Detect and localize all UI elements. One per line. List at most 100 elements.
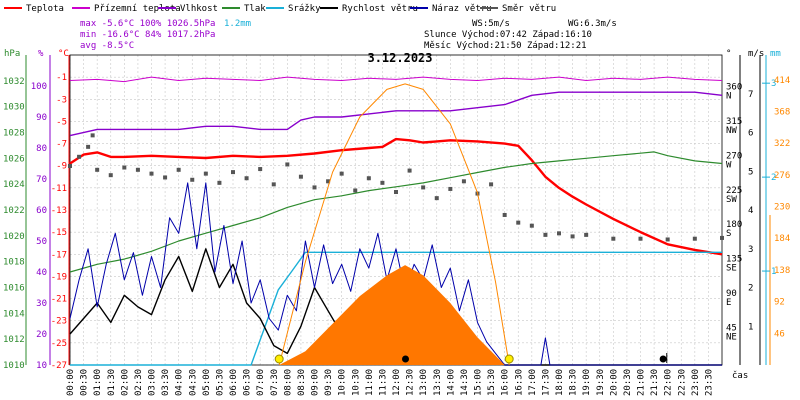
series-n-raz-v-tru — [69, 182, 722, 366]
stats-min: min -16.6°C 84% 1017.2hPa — [80, 30, 215, 40]
series-solar-theoretical — [278, 83, 510, 366]
unit-temp: °C — [58, 49, 69, 59]
wind-dir-tick: 360 — [726, 82, 742, 92]
stats-max: max -5.6°C 100% 1026.5hPa — [80, 19, 215, 29]
legend-label: Směr větru — [502, 4, 556, 14]
x-tick-label: 06:00 — [229, 369, 239, 396]
x-tick-label: 22:00 — [664, 369, 674, 396]
x-tick-label: 14:30 — [460, 369, 470, 396]
wind-direction-point — [258, 167, 263, 172]
wind-speed-tick: 2 — [748, 284, 753, 294]
temp-tick: -1 — [56, 73, 67, 83]
pressure-tick: 1010 — [3, 361, 25, 371]
wind-direction-point — [543, 232, 548, 237]
wind-dir-tick: 135 — [726, 255, 742, 265]
series-tlak — [69, 151, 723, 273]
x-tick-label: 15:00 — [474, 369, 484, 396]
wind-direction-point — [489, 182, 494, 187]
wind-direction-point — [584, 232, 589, 237]
stats-block: max -5.6°C 100% 1026.5hPa 1.2mm min -16.… — [80, 19, 251, 51]
rain-tick: 3 — [771, 79, 776, 89]
x-tick-label: 10:30 — [351, 369, 361, 396]
solar-tick: 368 — [774, 107, 790, 117]
humidity-tick: 40 — [36, 268, 47, 278]
wind-speed-tick: 1 — [748, 322, 753, 332]
unit-ms: m/s — [748, 49, 764, 59]
solar-tick: 138 — [774, 266, 790, 276]
solar-tick: 322 — [774, 139, 790, 149]
wind-dir-tick: 90 — [726, 289, 737, 299]
ws-value: WS:5m/s — [472, 19, 510, 29]
wind-speed-tick: 4 — [748, 206, 753, 216]
x-tick-label: 23:00 — [691, 369, 701, 396]
wind-direction-point — [720, 235, 724, 240]
temp-tick: -23 — [51, 317, 67, 327]
temp-tick: -25 — [51, 339, 67, 349]
wind-direction-point — [217, 180, 222, 185]
moonrise-marker — [659, 355, 667, 363]
temp-tick: -21 — [51, 295, 67, 305]
humidity-tick: 70 — [36, 175, 47, 185]
legend-label: Přízemní teplota — [94, 4, 181, 14]
wind-sun-info: WS:5m/s WG:6.3m/s Slunce Východ:07:42 Zá… — [424, 19, 617, 51]
legend: Teplota Přízemní teplota Vlhkost Tlak Srážky… — [4, 4, 556, 14]
temp-tick: -3 — [56, 95, 67, 105]
wind-direction-point — [108, 173, 113, 178]
temp-tick: -17 — [51, 250, 67, 260]
humidity-tick: 30 — [36, 299, 47, 309]
wind-direction-point — [190, 177, 195, 182]
pressure-tick: 1014 — [3, 309, 25, 319]
temp-tick: -19 — [51, 272, 67, 282]
wind-direction-point — [448, 186, 453, 191]
x-tick-label: 11:30 — [378, 369, 388, 396]
solar-tick: 414 — [774, 76, 790, 86]
wind-direction-point — [122, 165, 127, 170]
x-tick-label: 02:00 — [120, 369, 130, 396]
solar-tick: 92 — [774, 298, 785, 308]
x-tick-label: 12:30 — [406, 369, 416, 396]
x-tick-label: 16:30 — [514, 369, 524, 396]
x-tick-label: 09:30 — [324, 369, 334, 396]
wind-direction-point — [421, 185, 426, 190]
wind-direction-point — [285, 162, 290, 167]
sun-times: Slunce Východ:07:42 Západ:16:10 — [424, 30, 592, 40]
wind-direction-point — [665, 237, 670, 242]
wind-direction-point — [407, 168, 412, 173]
sun-moon-markers — [274, 353, 668, 364]
wind-dir-tick-label: S — [726, 229, 731, 239]
plot-area — [68, 76, 724, 366]
wg-value: WG:6.3m/s — [568, 19, 617, 29]
sunset-marker — [504, 354, 514, 364]
x-tick-label: 04:00 — [175, 369, 185, 396]
wind-speed-tick: 3 — [748, 245, 753, 255]
pressure-tick: 1018 — [3, 258, 25, 268]
x-tick-label: 10:00 — [338, 369, 348, 396]
wind-direction-point — [570, 234, 575, 239]
x-tick-label: 13:30 — [433, 369, 443, 396]
legend-label: Náraz větru — [432, 4, 492, 14]
unit-pct: % — [38, 49, 44, 59]
solar-tick: 276 — [774, 171, 790, 181]
wind-dir-tick-label: E — [726, 298, 731, 308]
x-tick-label: 13:00 — [419, 369, 429, 396]
x-tick-label: 20:00 — [609, 369, 619, 396]
unit-cas: čas — [732, 370, 748, 381]
x-tick-label: 03:00 — [148, 369, 158, 396]
wind-direction-point — [339, 171, 344, 176]
series-p-zemn-teplota — [69, 76, 723, 83]
temp-tick: -11 — [51, 184, 67, 194]
humidity-tick: 80 — [36, 144, 47, 154]
stats-avg: avg -8.5°C — [80, 41, 134, 51]
pressure-tick: 1020 — [3, 232, 25, 242]
pressure-tick: 1032 — [3, 77, 25, 87]
x-tick-label: 17:30 — [541, 369, 551, 396]
x-tick-label: 00:30 — [80, 369, 90, 396]
x-tick-label: 21:00 — [637, 369, 647, 396]
wind-direction-point — [77, 154, 82, 159]
wind-direction-point — [244, 176, 249, 181]
x-tick-label: 11:00 — [365, 369, 375, 396]
chart-title: 3.12.2023 — [367, 51, 432, 65]
x-tick-label: 19:30 — [596, 369, 606, 396]
x-tick-label: 14:00 — [446, 369, 456, 396]
